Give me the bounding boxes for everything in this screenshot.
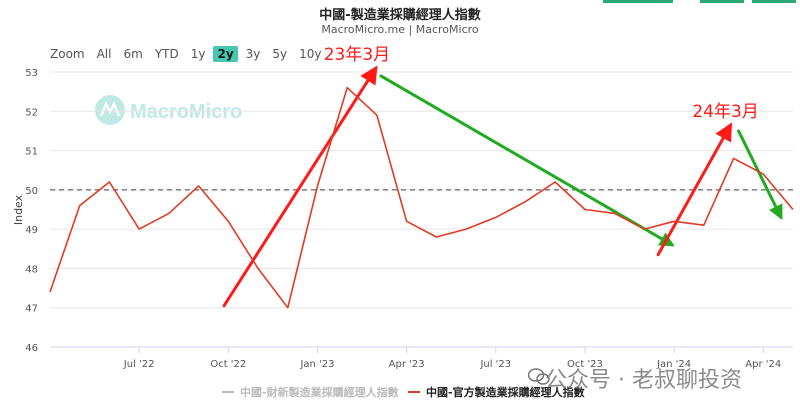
zoom-bar: Zoom All 6m YTD 1y 2y 3y 5y 10y [50, 46, 326, 62]
zoom-6m[interactable]: 6m [123, 47, 143, 61]
wechat-icon [528, 368, 550, 385]
x-tick-label: Oct '23 [567, 359, 603, 370]
logo-text: MacroMicro [130, 101, 242, 123]
annotation-label: 23年3月 [324, 45, 390, 65]
x-tick-label: Apr '23 [389, 359, 425, 370]
top-tab-1[interactable] [603, 0, 673, 3]
rise-arrow-2023 [222, 65, 378, 308]
y-axis-label: Index [12, 194, 25, 225]
annotation-label: 24年3月 [692, 102, 758, 122]
y-tick-label: 50 [25, 186, 38, 197]
zoom-1y[interactable]: 1y [190, 47, 206, 61]
x-tick-label: Oct '22 [210, 359, 246, 370]
y-tick-label: 46 [25, 343, 38, 354]
chart-subtitle: MacroMicro.me | MacroMicro [321, 23, 479, 36]
chart-title: 中國-製造業採購經理人指數 [319, 8, 481, 23]
legend-caixin-label[interactable]: 中國-財新製造業採購經理人指數 [240, 385, 399, 399]
legend: 中國-財新製造業採購經理人指數 中國-官方製造業採購經理人指數 [222, 385, 585, 399]
x-tick-label: Jul '22 [123, 359, 155, 370]
y-tick-label: 52 [25, 107, 38, 118]
y-tick-label: 47 [25, 304, 38, 315]
top-tab-3[interactable] [752, 0, 796, 3]
y-tick-label: 49 [25, 225, 38, 236]
fall-arrow-2023 [379, 74, 675, 247]
legend-official-label[interactable]: 中國-官方製造業採購經理人指數 [426, 385, 585, 399]
zoom-5y[interactable]: 5y [272, 47, 288, 61]
x-tick-label: Jan '23 [299, 359, 334, 370]
y-tick-label: 48 [25, 264, 38, 275]
fall-arrow-2024 [737, 129, 783, 221]
watermark-text: 公众号 · 老叔聊投资 [545, 368, 742, 393]
y-tick-label: 53 [25, 68, 38, 79]
zoom-10y[interactable]: 10y [299, 47, 322, 61]
zoom-label: Zoom [50, 47, 85, 61]
zoom-all[interactable]: All [96, 47, 112, 61]
x-tick-label: Apr '24 [745, 359, 781, 370]
official-pmi-line [49, 86, 794, 309]
zoom-ytd[interactable]: YTD [154, 47, 179, 61]
zoom-2y[interactable]: 2y [213, 46, 238, 62]
x-tick-label: Jan '24 [656, 359, 691, 370]
rise-arrow-2024 [656, 122, 733, 257]
zoom-3y[interactable]: 3y [245, 47, 261, 61]
macromicro-logo: MacroMicro [95, 95, 242, 125]
top-tab-2[interactable] [700, 0, 744, 3]
y-tick-label: 51 [25, 147, 38, 158]
x-tick-label: Jul '23 [479, 359, 511, 370]
